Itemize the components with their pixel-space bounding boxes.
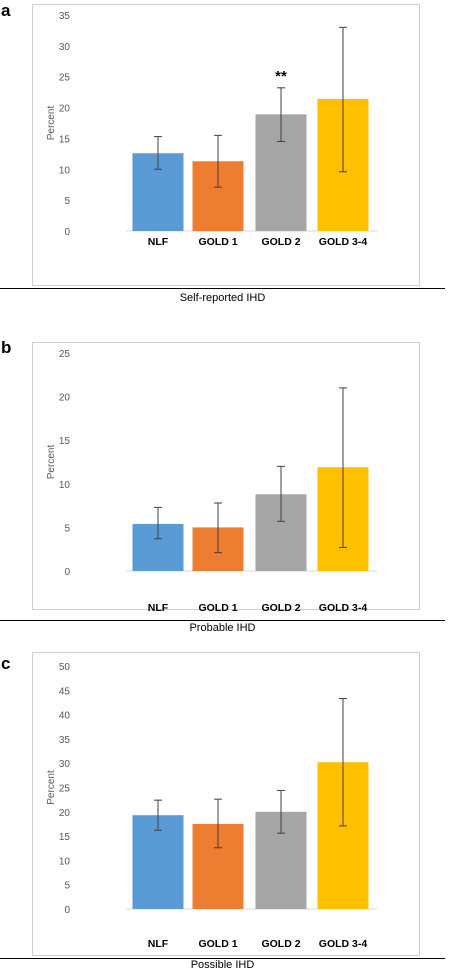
category-label: GOLD 2 <box>261 602 300 614</box>
y-tick-label: 10 <box>59 480 71 491</box>
category-label: NLF <box>148 236 169 248</box>
y-tick-label: 50 <box>59 662 71 673</box>
y-tick-label: 15 <box>59 436 71 447</box>
y-tick-label: 35 <box>59 11 71 22</box>
chart-panel-a: a 0 5 10 15 20 25 30 35 Percent NLF GOLD 1 GOLD 2 GO… <box>0 0 455 310</box>
y-tick-label: 25 <box>59 73 71 84</box>
y-tick-label: 35 <box>59 735 71 746</box>
y-axis-label: Percent <box>46 770 57 805</box>
section-divider <box>0 620 445 621</box>
category-label: NLF <box>148 938 169 950</box>
chart-panel-c: c 0 5 10 15 20 25 30 35 40 45 50 Percent NLF GOLD 1 GO… <box>0 644 455 971</box>
y-tick-label: 40 <box>59 711 71 722</box>
y-tick-label: 0 <box>64 567 70 578</box>
category-label: GOLD 1 <box>198 938 237 950</box>
category-label: NLF <box>148 602 169 614</box>
category-label: GOLD 3-4 <box>319 602 368 614</box>
significance-annotation: ** <box>275 68 287 85</box>
y-tick-label: 45 <box>59 686 71 697</box>
y-tick-label: 20 <box>59 104 71 115</box>
category-label: GOLD 1 <box>198 602 237 614</box>
section-label: Probable IHD <box>189 622 256 634</box>
y-tick-label: 20 <box>59 808 71 819</box>
y-tick-label: 5 <box>64 523 70 534</box>
y-tick-label: 10 <box>59 165 71 176</box>
y-tick-label: 5 <box>64 196 70 207</box>
y-tick-label: 0 <box>64 227 70 238</box>
category-label: GOLD 2 <box>261 938 300 950</box>
bar-chart-possible-ihd: 0 5 10 15 20 25 30 35 40 45 50 Percent NLF GOLD 1 GOLD… <box>46 662 377 950</box>
category-label: GOLD 2 <box>261 236 300 248</box>
y-tick-label: 25 <box>59 784 71 795</box>
bar-chart-probable-ihd: 0 5 10 15 20 25 Percent NLF GOLD 1 GOLD 2 GOLD 3-4 <box>46 349 377 614</box>
section-label: Possible IHD <box>190 959 255 971</box>
section-divider <box>0 958 445 959</box>
category-label: GOLD 3-4 <box>319 938 368 950</box>
y-tick-label: 25 <box>59 349 71 360</box>
category-label: GOLD 3-4 <box>319 236 368 248</box>
y-tick-label: 20 <box>59 393 71 404</box>
y-tick-label: 30 <box>59 759 71 770</box>
section-label: Self-reported IHD <box>179 292 266 304</box>
y-tick-label: 10 <box>59 856 71 867</box>
bar <box>132 815 184 909</box>
chart-panel-b: b 0 5 10 15 20 25 Percent NLF GOLD 1 GOLD 2 GOLD 3… <box>0 330 455 634</box>
y-tick-label: 5 <box>64 881 70 892</box>
section-divider <box>0 288 445 289</box>
y-axis-label: Percent <box>46 445 57 480</box>
y-tick-label: 30 <box>59 42 71 53</box>
panel-label: b <box>1 338 12 357</box>
category-label: GOLD 1 <box>198 236 237 248</box>
y-tick-label: 15 <box>59 832 71 843</box>
y-tick-label: 15 <box>59 134 71 145</box>
bar-chart-self-reported-ihd: 0 5 10 15 20 25 30 35 Percent NLF GOLD 1 GOLD 2 GOLD… <box>46 11 377 248</box>
panel-label: c <box>1 654 11 673</box>
y-tick-label: 0 <box>64 905 70 916</box>
annotation-background <box>263 65 299 82</box>
panel-label: a <box>1 1 11 20</box>
y-axis-label: Percent <box>46 106 57 141</box>
